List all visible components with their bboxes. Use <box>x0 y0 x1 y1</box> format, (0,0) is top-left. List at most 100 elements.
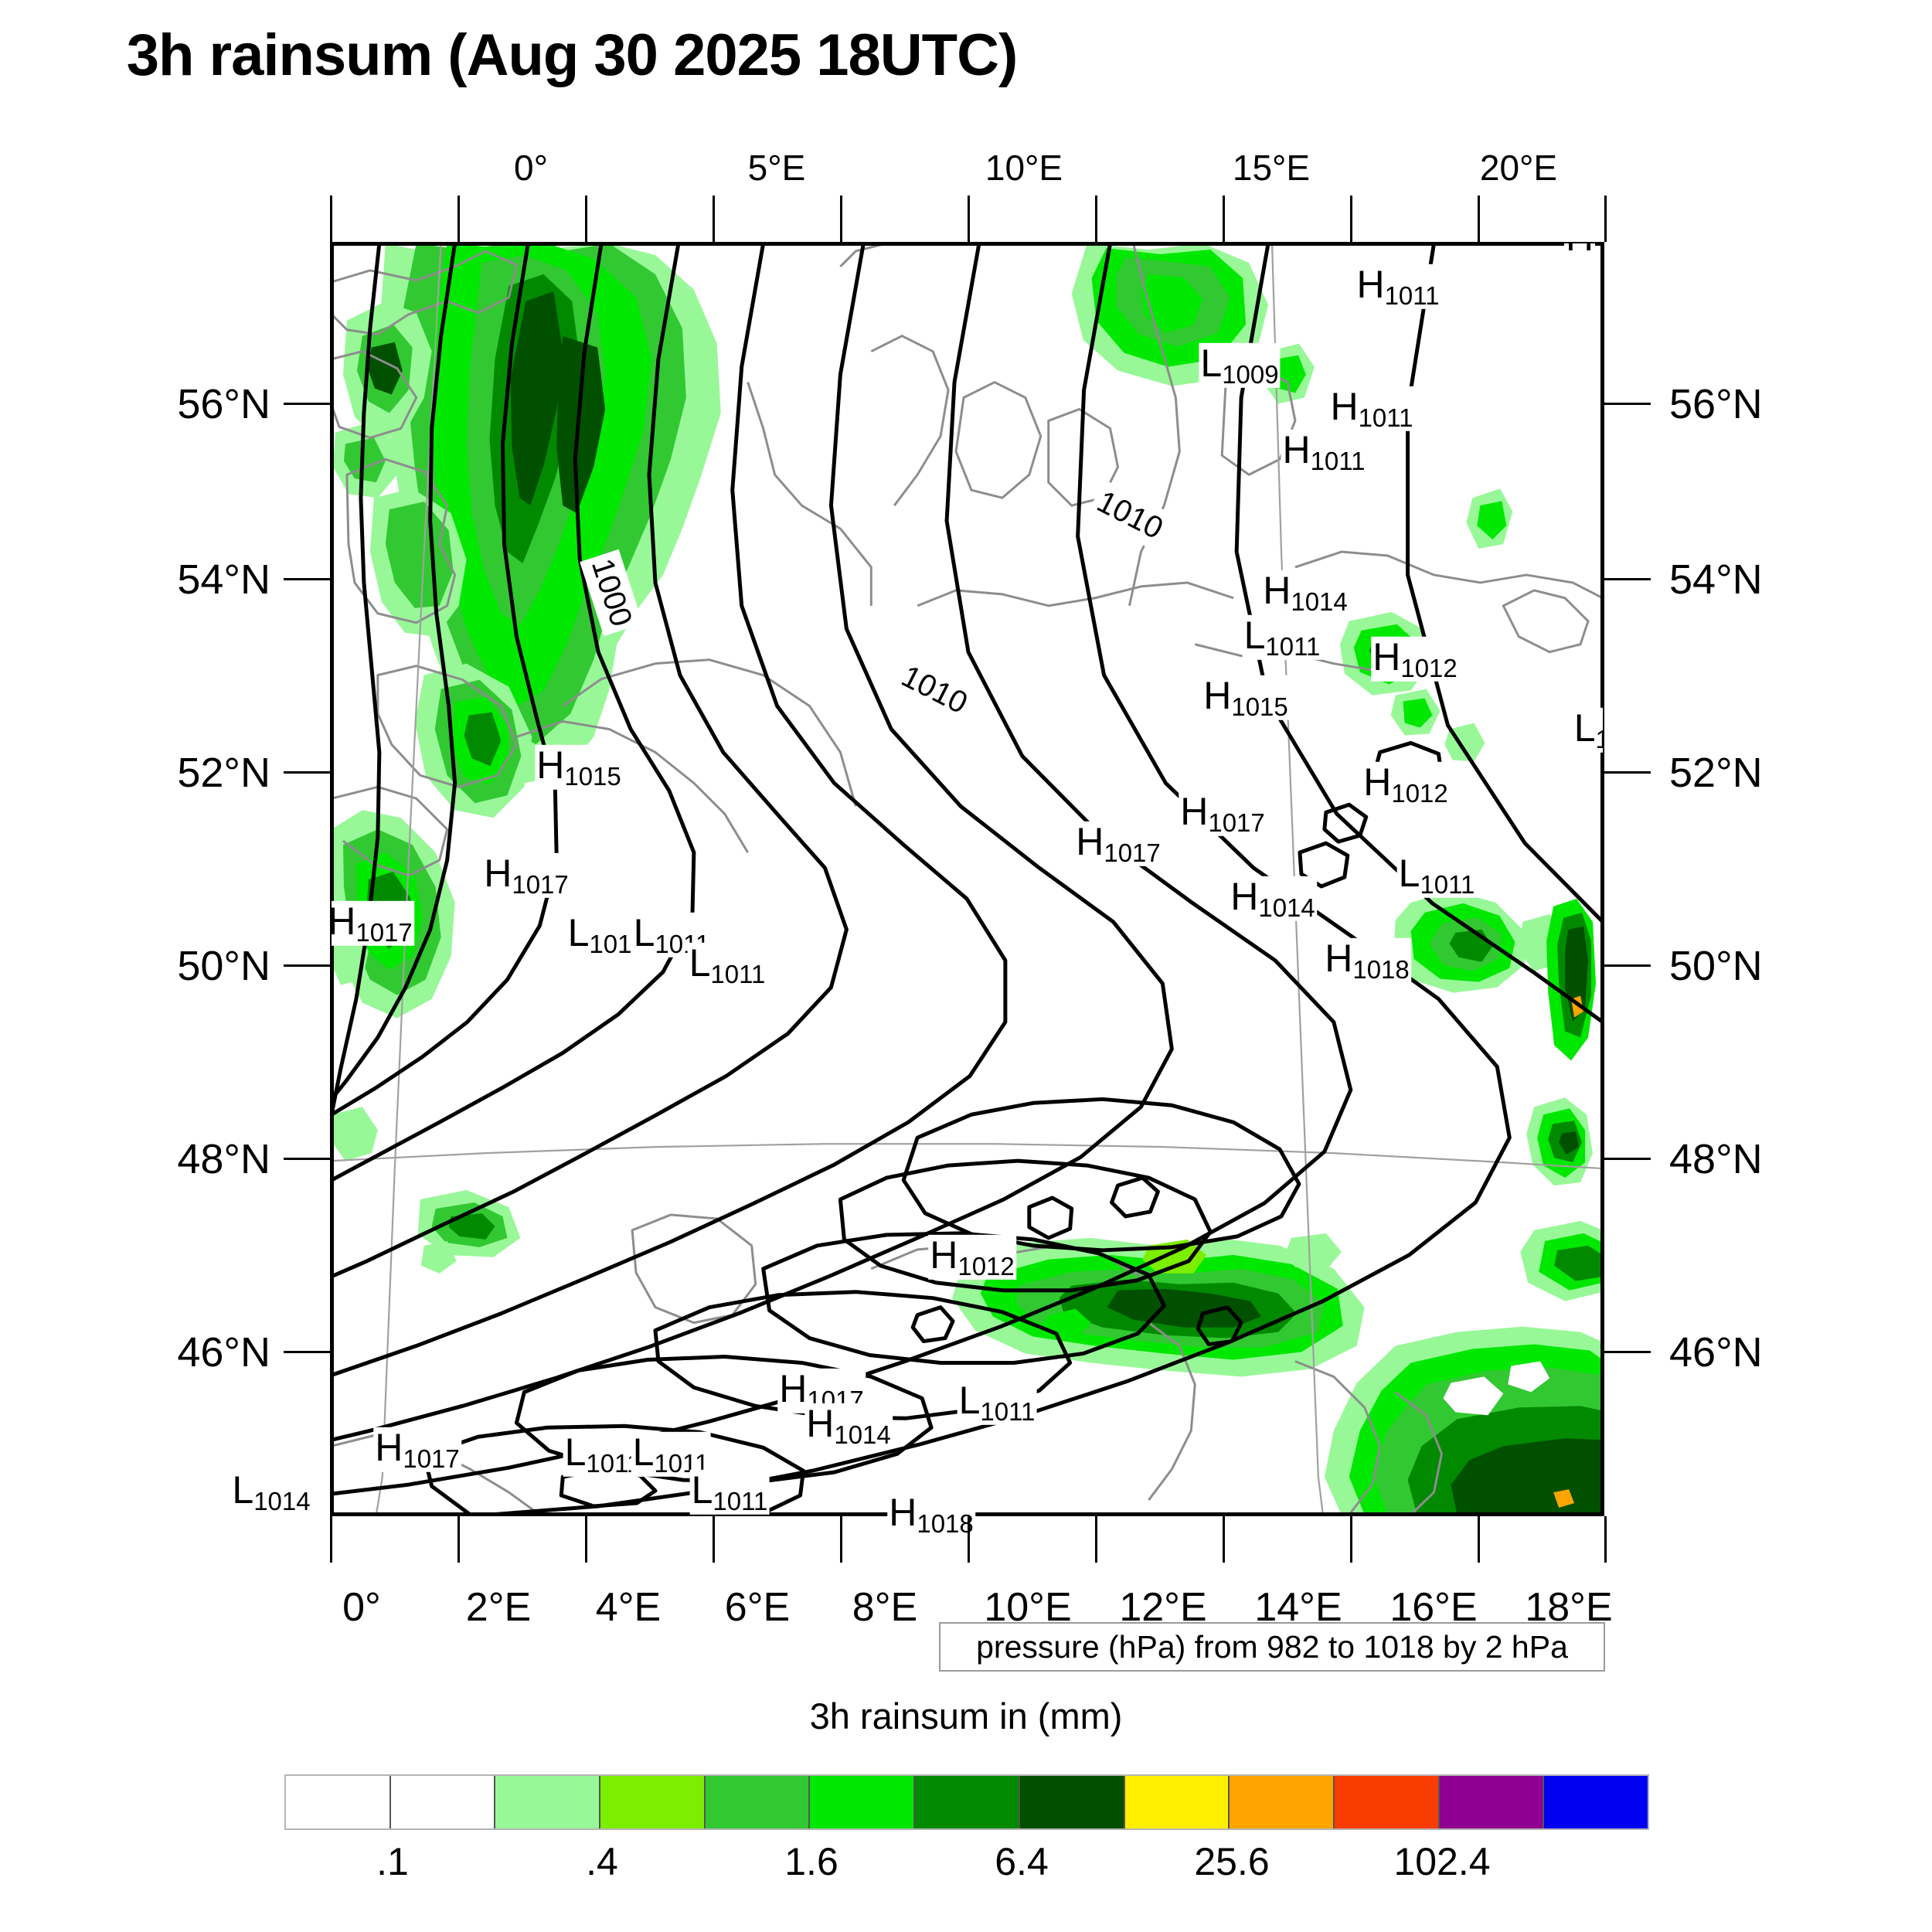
tick-mark-right <box>1604 964 1651 967</box>
pressure-marker: H1017 <box>1074 819 1162 868</box>
axis-label-left-0: 56°N <box>177 381 270 427</box>
colorbar-tick-row: .1 .4 1.6 6.4 25.6 102.4 <box>0 1839 1932 1901</box>
axis-label-right-1: 54°N <box>1669 556 1763 603</box>
map-canvas <box>332 243 1603 1515</box>
pressure-marker: H1011 <box>1281 427 1367 476</box>
pressure-marker: H1012 <box>1371 634 1459 683</box>
tick-mark-left <box>284 1158 330 1160</box>
tick-mark-bottom <box>1478 1516 1480 1563</box>
tick-mark-top <box>1350 196 1352 242</box>
axis-label-right-5: 46°N <box>1669 1329 1763 1376</box>
axis-label-left-5: 46°N <box>177 1329 270 1376</box>
pressure-marker: L1011 <box>1396 851 1477 900</box>
tick-mark-left <box>284 964 330 967</box>
pressure-marker: H1014 <box>1261 568 1349 617</box>
isobar-layer <box>332 243 1603 1515</box>
axis-label-right-4: 48°N <box>1669 1136 1763 1182</box>
tick-mark-right <box>1604 403 1651 405</box>
colorbar-cell-10 <box>1334 1776 1440 1828</box>
colorbar-cell-7 <box>1019 1776 1125 1828</box>
tick-mark-bottom <box>330 1516 332 1563</box>
axis-label-left-1: 54°N <box>177 556 270 603</box>
tick-mark-bottom <box>1095 1516 1097 1563</box>
pressure-marker: H1015 <box>535 743 623 791</box>
colorbar-tick-0: .1 <box>376 1840 409 1883</box>
map-panel[interactable]: 1000 1010 1010 1010 H H1011 L1009 H1011 … <box>330 242 1604 1516</box>
colorbar-cell-8 <box>1124 1776 1230 1828</box>
pressure-legend-box: pressure (hPa) from 982 to 1018 by 2 hPa <box>939 1622 1605 1672</box>
tick-mark-right <box>1604 771 1651 774</box>
axis-label-top-1: 5°E <box>747 148 806 188</box>
pressure-marker: H1017 <box>332 900 414 947</box>
pressure-marker-l1011-c: L1011 <box>689 1468 770 1516</box>
pressure-marker-h1012-lower: H1012 <box>928 1233 1016 1281</box>
axis-label-top-0: 0° <box>514 148 548 188</box>
tick-mark-bottom <box>457 1516 460 1563</box>
axis-label-bottom-4: 8°E <box>852 1585 918 1630</box>
pressure-marker-h-top-right: H <box>1563 243 1596 257</box>
pressure-legend-text: pressure (hPa) from 982 to 1018 by 2 hPa <box>976 1628 1568 1665</box>
colorbar-tick-4: 25.6 <box>1194 1840 1270 1883</box>
tick-mark-bottom <box>1350 1516 1352 1563</box>
tick-mark-bottom <box>1223 1516 1225 1563</box>
tick-mark-left <box>284 578 330 580</box>
colorbar-cell-5 <box>810 1776 916 1828</box>
tick-mark-top <box>1095 196 1097 242</box>
colorbar-cell-2 <box>495 1776 601 1828</box>
colorbar-tick-3: 6.4 <box>995 1840 1049 1883</box>
pressure-marker: L1011 <box>1242 613 1322 662</box>
pressure-marker-h1018-se: H1018 <box>887 1490 975 1539</box>
pressure-marker-l1011-a: L1011 <box>563 1430 643 1478</box>
tick-mark-bottom <box>585 1516 587 1563</box>
pressure-marker: H1017 <box>1179 789 1267 838</box>
axis-label-left-2: 52°N <box>177 750 270 796</box>
axis-label-right-3: 50°N <box>1669 943 1763 989</box>
pressure-marker: H1014 <box>1229 874 1317 923</box>
axis-label-bottom-0: 0° <box>342 1585 381 1630</box>
tick-mark-top <box>1223 196 1225 242</box>
colorbar-tick-5: 102.4 <box>1393 1840 1491 1883</box>
colorbar-cell-1 <box>390 1776 496 1828</box>
pressure-marker: H1017 <box>482 851 570 900</box>
axis-label-right-0: 56°N <box>1669 381 1763 427</box>
axis-label-left-3: 50°N <box>177 943 270 989</box>
tick-mark-right <box>1604 578 1651 580</box>
axis-label-top-3: 15°E <box>1232 148 1311 188</box>
pressure-marker: L1011 <box>687 940 767 989</box>
pressure-marker-l1014: L1014 <box>230 1468 312 1516</box>
pressure-marker: H1018 <box>1323 936 1411 985</box>
axis-label-bottom-2: 4°E <box>595 1585 662 1630</box>
colorbar-tick-2: 1.6 <box>784 1840 838 1883</box>
pressure-marker: H1012 <box>1362 760 1450 808</box>
axis-label-bottom-1: 2°E <box>465 1585 532 1630</box>
pressure-marker: H1011 <box>1328 384 1415 433</box>
pressure-marker-l1011-se: L1011 <box>957 1378 1037 1427</box>
tick-mark-bottom <box>1604 1516 1607 1563</box>
tick-mark-right <box>1604 1351 1651 1353</box>
pressure-marker-l1011-b: L1011 <box>631 1430 711 1478</box>
axis-label-top-4: 20°E <box>1479 148 1558 188</box>
tick-mark-left <box>284 1351 330 1353</box>
tick-mark-right <box>1604 1158 1651 1160</box>
colorbar-tick-1: .4 <box>586 1840 618 1883</box>
colorbar-cell-4 <box>705 1776 811 1828</box>
tick-mark-top <box>457 196 460 242</box>
tick-mark-top <box>1604 196 1607 242</box>
tick-mark-left <box>284 771 330 774</box>
pressure-marker: H1015 <box>1202 673 1290 722</box>
colorbar-cell-9 <box>1230 1776 1335 1828</box>
colorbar-cell-0 <box>286 1776 391 1828</box>
colorbar[interactable] <box>284 1774 1649 1830</box>
colorbar-cell-6 <box>915 1776 1020 1828</box>
tick-mark-top <box>1478 196 1480 242</box>
tick-mark-top <box>840 196 842 242</box>
pressure-marker: L1009 <box>1199 341 1281 389</box>
tick-mark-top <box>585 196 587 242</box>
tick-mark-bottom <box>713 1516 715 1563</box>
tick-mark-top <box>968 196 970 242</box>
page-title: 3h rainsum (Aug 30 2025 18UTC) <box>126 22 1019 88</box>
tick-mark-bottom <box>840 1516 842 1563</box>
tick-mark-top <box>330 196 332 242</box>
pressure-marker-h1017-left: H1017 <box>373 1425 461 1474</box>
pressure-marker: H1011 <box>1355 262 1441 311</box>
